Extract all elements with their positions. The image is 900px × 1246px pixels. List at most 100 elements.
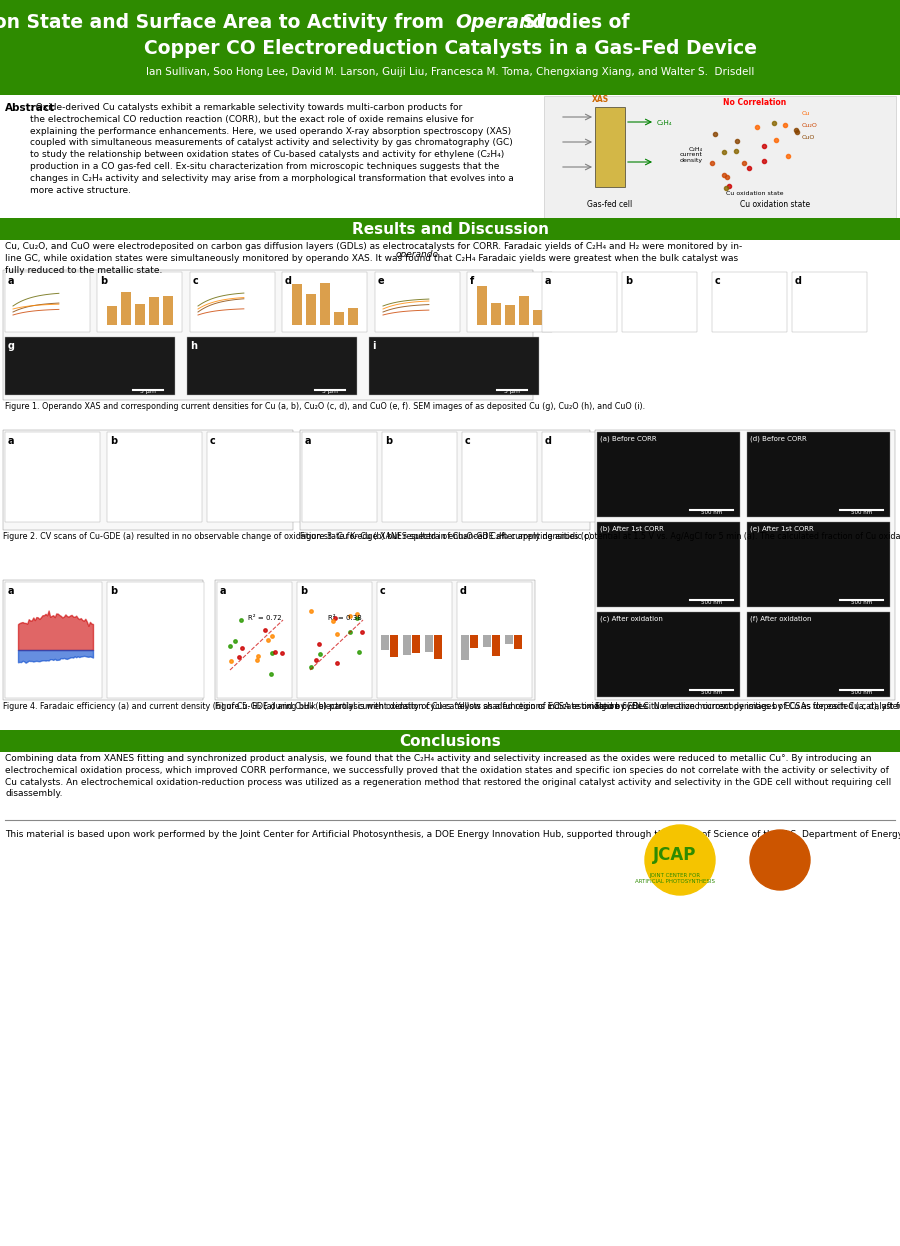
FancyBboxPatch shape xyxy=(0,95,900,1246)
FancyBboxPatch shape xyxy=(5,272,90,331)
FancyBboxPatch shape xyxy=(491,303,501,325)
FancyBboxPatch shape xyxy=(3,430,293,530)
Text: Abstract: Abstract xyxy=(5,103,55,113)
Bar xyxy=(403,635,411,655)
Text: b: b xyxy=(110,436,117,446)
Text: XAS: XAS xyxy=(591,95,608,103)
Text: Figure 5. H₂ (a) and C₂H₄ (b) partial current density of Cu catalysts as a funct: Figure 5. H₂ (a) and C₂H₄ (b) partial cu… xyxy=(215,701,900,711)
FancyBboxPatch shape xyxy=(306,294,316,325)
FancyBboxPatch shape xyxy=(544,96,896,218)
FancyBboxPatch shape xyxy=(0,730,900,753)
FancyBboxPatch shape xyxy=(542,432,617,522)
Text: i: i xyxy=(372,341,375,351)
Text: Cu, Cu₂O, and CuO were electrodeposited on carbon gas diffusion layers (GDLs) as: Cu, Cu₂O, and CuO were electrodeposited … xyxy=(5,242,742,274)
Text: Operando: Operando xyxy=(455,12,559,31)
Text: Results and Discussion: Results and Discussion xyxy=(352,222,548,237)
Bar xyxy=(412,635,420,653)
FancyBboxPatch shape xyxy=(149,297,159,325)
FancyBboxPatch shape xyxy=(747,612,890,697)
FancyBboxPatch shape xyxy=(369,336,539,395)
Text: Figure 3. Cu K-edge XANES spectra of Cu₂O-GDE after applying anodic potential at: Figure 3. Cu K-edge XANES spectra of Cu₂… xyxy=(300,532,900,541)
Text: C₂H₄
current
density: C₂H₄ current density xyxy=(680,147,703,163)
Text: a: a xyxy=(220,586,227,596)
FancyBboxPatch shape xyxy=(597,522,740,607)
Text: c: c xyxy=(380,586,386,596)
Text: b: b xyxy=(300,586,307,596)
FancyBboxPatch shape xyxy=(121,292,131,325)
Text: b: b xyxy=(385,436,392,446)
FancyBboxPatch shape xyxy=(292,284,302,325)
FancyBboxPatch shape xyxy=(505,305,515,325)
Text: R² = 0.72: R² = 0.72 xyxy=(248,616,282,621)
Circle shape xyxy=(750,830,810,890)
Text: b: b xyxy=(625,277,632,287)
Text: a: a xyxy=(8,586,14,596)
Text: (b) After 1st CORR: (b) After 1st CORR xyxy=(600,526,664,532)
FancyBboxPatch shape xyxy=(597,612,740,697)
Bar xyxy=(434,635,442,659)
Text: g: g xyxy=(8,341,15,351)
Bar xyxy=(505,635,513,644)
FancyBboxPatch shape xyxy=(217,582,292,698)
FancyBboxPatch shape xyxy=(3,579,203,700)
FancyBboxPatch shape xyxy=(187,336,357,395)
Bar xyxy=(390,635,398,658)
Text: a: a xyxy=(545,277,552,287)
Text: No Correlation: No Correlation xyxy=(724,98,787,107)
FancyBboxPatch shape xyxy=(533,310,543,325)
FancyBboxPatch shape xyxy=(302,432,377,522)
Text: CuO: CuO xyxy=(802,135,815,140)
FancyBboxPatch shape xyxy=(622,272,697,331)
FancyBboxPatch shape xyxy=(382,432,457,522)
FancyBboxPatch shape xyxy=(792,272,867,331)
Text: c: c xyxy=(210,436,216,446)
Text: Ian Sullivan, Soo Hong Lee, David M. Larson, Guiji Liu, Francesca M. Toma, Cheng: Ian Sullivan, Soo Hong Lee, David M. Lar… xyxy=(146,67,754,77)
FancyBboxPatch shape xyxy=(595,430,895,700)
FancyBboxPatch shape xyxy=(97,272,182,331)
Bar xyxy=(483,635,491,647)
FancyBboxPatch shape xyxy=(467,272,552,331)
FancyBboxPatch shape xyxy=(300,430,590,530)
Text: Cu: Cu xyxy=(802,111,810,116)
Text: operando: operando xyxy=(396,250,439,259)
Text: Studies of: Studies of xyxy=(516,12,629,31)
FancyBboxPatch shape xyxy=(297,582,372,698)
Text: d: d xyxy=(285,277,292,287)
FancyBboxPatch shape xyxy=(712,272,787,331)
Circle shape xyxy=(645,825,715,895)
FancyBboxPatch shape xyxy=(334,312,344,325)
FancyBboxPatch shape xyxy=(457,582,532,698)
Text: Cu₂O: Cu₂O xyxy=(802,123,818,128)
Text: 5 μm: 5 μm xyxy=(322,389,338,394)
Text: (d) Before CORR: (d) Before CORR xyxy=(750,436,806,442)
FancyBboxPatch shape xyxy=(282,272,367,331)
Text: JCAP: JCAP xyxy=(653,846,697,863)
Text: JOINT CENTER FOR
ARTIFICIAL PHOTOSYNTHESIS: JOINT CENTER FOR ARTIFICIAL PHOTOSYNTHES… xyxy=(635,873,715,883)
Text: (e) After 1st CORR: (e) After 1st CORR xyxy=(750,526,814,532)
Text: 5 μm: 5 μm xyxy=(140,389,156,394)
FancyBboxPatch shape xyxy=(0,0,900,95)
FancyBboxPatch shape xyxy=(107,582,204,698)
Text: Figure 1. Operando XAS and corresponding current densities for Cu (a, b), Cu₂O (: Figure 1. Operando XAS and corresponding… xyxy=(5,402,645,411)
Text: (f) After oxidation: (f) After oxidation xyxy=(750,616,812,623)
Text: e: e xyxy=(378,277,384,287)
Text: c: c xyxy=(465,436,471,446)
FancyBboxPatch shape xyxy=(747,432,890,517)
FancyBboxPatch shape xyxy=(107,432,202,522)
Text: Figure 6. Ex-situ electron microscopy images of Cu as deposited (a, d), after fi: Figure 6. Ex-situ electron microscopy im… xyxy=(595,701,900,711)
Text: (c) After oxidation: (c) After oxidation xyxy=(600,616,663,623)
Text: 5 μm: 5 μm xyxy=(504,389,520,394)
Bar xyxy=(514,635,522,649)
Text: : Oxide-derived Cu catalysts exhibit a remarkable selectivity towards multi-carb: : Oxide-derived Cu catalysts exhibit a r… xyxy=(30,103,514,194)
Text: 500 nm: 500 nm xyxy=(851,601,873,606)
Text: This material is based upon work performed by the Joint Center for Artificial Ph: This material is based upon work perform… xyxy=(5,830,900,839)
Text: b: b xyxy=(100,277,107,287)
Text: Cu oxidation state: Cu oxidation state xyxy=(740,201,810,209)
Text: C₂H₄: C₂H₄ xyxy=(657,120,672,126)
Text: R² = 0.38: R² = 0.38 xyxy=(328,616,362,621)
FancyBboxPatch shape xyxy=(190,272,275,331)
Text: 500 nm: 500 nm xyxy=(701,601,723,606)
FancyBboxPatch shape xyxy=(107,307,117,325)
Bar xyxy=(492,635,500,657)
FancyBboxPatch shape xyxy=(3,270,533,400)
